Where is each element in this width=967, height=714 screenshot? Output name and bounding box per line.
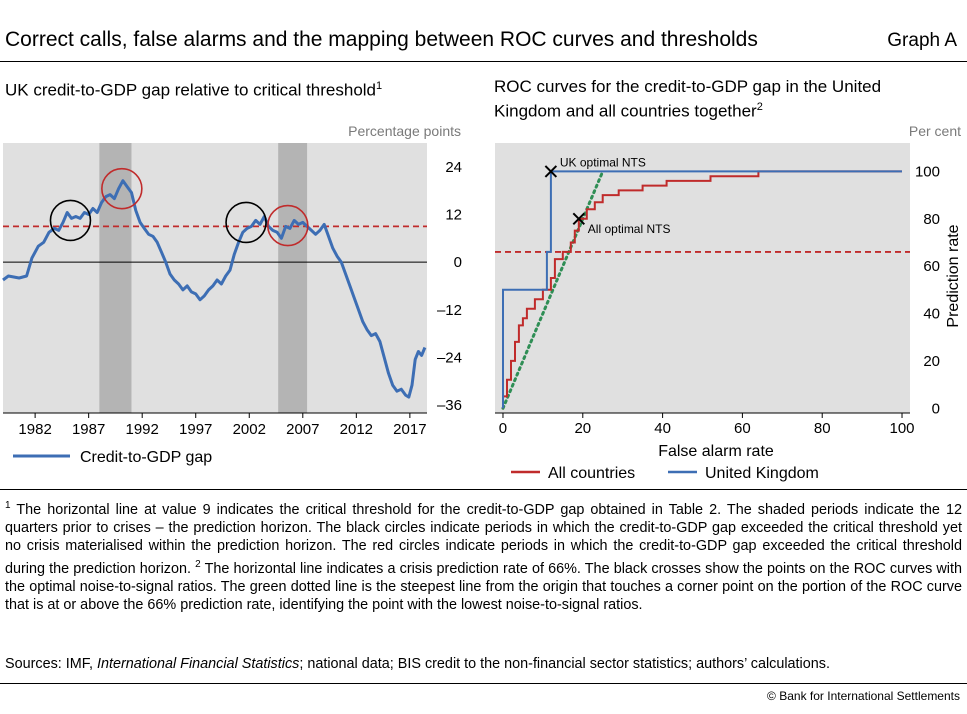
uk-optimal-nts-cross-b (544, 165, 558, 178)
crisis-shading-0 (99, 143, 132, 413)
right-markers-group: UK optimal NTS All optimal NTS (544, 155, 671, 236)
right-x-tick-label-60: 60 (734, 420, 751, 437)
legend-label-credit-gap: Credit-to-GDP gap (80, 449, 212, 466)
red-circle-0 (101, 167, 143, 210)
credit-gap-line (2, 179, 427, 399)
right-ticks-group: 0 20 40 60 80 100 0 20 40 60 80 100 (499, 163, 940, 437)
left-plot-area (3, 143, 427, 413)
left-y-tick-label-4: –24 (437, 349, 462, 366)
right-panel-title: ROC curves for the credit-to-GDP gap in … (494, 77, 882, 121)
right-y-tick-label-20: 20 (923, 353, 940, 370)
all-optimal-nts-cross-b (572, 212, 586, 225)
header-rule (0, 61, 967, 62)
right-legend: All countries United Kingdom (511, 465, 819, 482)
right-y-tick-label-100: 100 (915, 163, 940, 180)
left-y-tick-label-0: 24 (445, 159, 462, 176)
steepest-noise-signal-line (501, 169, 605, 410)
right-y-tick-label-0: 0 (932, 400, 940, 417)
footnote-mark-1: 1 (5, 500, 11, 511)
left-x-tick-label-1987: 1987 (72, 421, 105, 438)
black-circle-0 (49, 199, 92, 242)
right-x-tick-label-100: 100 (890, 420, 915, 437)
legend-label-all-countries: All countries (548, 465, 635, 482)
right-x-tick-label-40: 40 (654, 420, 671, 437)
left-units-label: Percentage points (348, 123, 461, 139)
left-x-tick-label-1992: 1992 (126, 421, 159, 438)
left-y-tick-label-5: –36 (437, 397, 462, 414)
left-x-tick-label-2017: 2017 (393, 421, 426, 438)
black-circle-1 (225, 201, 267, 244)
uk-optimal-nts-label: UK optimal NTS (560, 155, 646, 169)
right-y-axis-label: Prediction rate (945, 224, 962, 327)
right-chart: UK optimal NTS All optimal NTS 0 20 40 60 80 1… (495, 143, 940, 437)
legend-label-united-kingdom: United Kingdom (705, 465, 819, 482)
left-ticks-group: 1982 1987 1992 1997 2002 2007 2012 2017 24 12 0 –12… (18, 159, 462, 438)
left-x-tick-label-1982: 1982 (18, 421, 51, 438)
left-x-tick-label-2012: 2012 (340, 421, 373, 438)
footnote-text-2: The horizontal line indicates a crisis p… (5, 560, 962, 614)
copyright: © Bank for International Settlements (767, 689, 960, 703)
all-optimal-nts-label: All optimal NTS (588, 222, 671, 236)
left-y-tick-label-3: –12 (437, 302, 462, 319)
right-x-tick-label-20: 20 (574, 420, 591, 437)
footnote-mark-2: 2 (195, 558, 201, 570)
left-circles-group (49, 167, 309, 247)
footnote: 1 The horizontal line at value 9 indicat… (5, 497, 962, 614)
left-shading-group (99, 143, 308, 413)
page-title: Correct calls, false alarms and the mapp… (5, 28, 758, 51)
left-x-tick-label-1997: 1997 (179, 421, 212, 438)
crisis-shading-1 (278, 143, 308, 413)
right-y-tick-label-80: 80 (923, 211, 940, 228)
left-y-tick-label-2: 0 (454, 254, 462, 271)
right-x-tick-label-80: 80 (814, 420, 831, 437)
sources: Sources: IMF, International Financial St… (5, 656, 830, 672)
right-units-label: Per cent (908, 123, 961, 139)
right-y-tick-label-40: 40 (923, 306, 940, 323)
right-y-tick-label-60: 60 (923, 258, 940, 275)
left-legend: Credit-to-GDP gap (13, 449, 212, 466)
graph-label: Graph A (887, 30, 957, 51)
left-x-tick-label-2007: 2007 (286, 421, 319, 438)
left-chart: 1982 1987 1992 1997 2002 2007 2012 2017 24 12 0 –12… (2, 143, 462, 438)
left-series-group (2, 179, 427, 399)
footnote-rule (0, 489, 967, 490)
footnote-text-1: The horizontal line at value 9 indicates… (5, 501, 962, 577)
roc-curve-all-countries (502, 170, 902, 409)
left-panel-title: UK credit-to-GDP gap relative to critica… (5, 80, 383, 100)
bottom-rule (0, 683, 967, 684)
right-x-tick-label-0: 0 (499, 420, 507, 437)
left-x-tick-label-2002: 2002 (233, 421, 266, 438)
right-plot-area (495, 143, 910, 413)
left-y-tick-label-1: 12 (445, 206, 462, 223)
right-x-axis-label: False alarm rate (658, 443, 774, 460)
right-lines-group (495, 169, 910, 414)
red-circle-1 (267, 204, 309, 247)
